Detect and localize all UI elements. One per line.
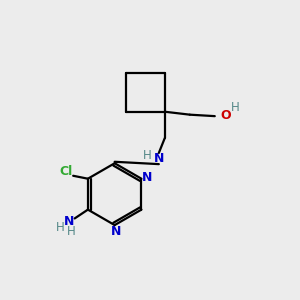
Text: H: H	[56, 221, 65, 234]
Text: H: H	[67, 225, 76, 238]
Text: Cl: Cl	[59, 165, 72, 178]
Text: H: H	[231, 101, 240, 114]
Text: N: N	[142, 171, 152, 184]
Text: H: H	[143, 149, 152, 162]
Text: O: O	[221, 109, 231, 122]
Text: N: N	[154, 152, 164, 165]
Text: N: N	[64, 215, 74, 228]
Text: N: N	[111, 225, 121, 238]
